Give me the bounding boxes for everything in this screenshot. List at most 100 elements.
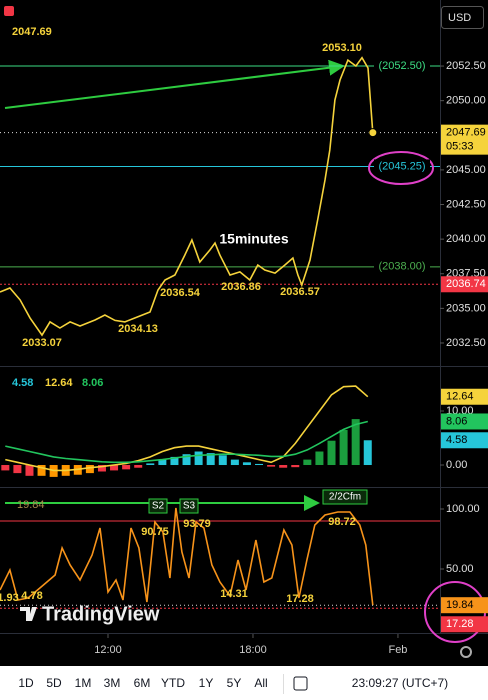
osc-annotation: 17.28	[286, 593, 314, 605]
range-button[interactable]: 6M	[134, 676, 151, 690]
highlight-circle	[368, 151, 434, 185]
histogram-bar	[1, 465, 10, 471]
osc-annotation: 1.93	[0, 592, 19, 604]
watermark: TradingView	[20, 603, 160, 625]
range-button[interactable]: 1Y	[199, 676, 214, 690]
series-line	[0, 507, 374, 606]
range-button[interactable]: 3M	[104, 676, 121, 690]
signal-box	[148, 498, 168, 514]
osc-annotation: 90.75	[141, 526, 169, 538]
y-tick-label: 2035.00	[446, 302, 486, 314]
indicator-value: 12.64	[45, 377, 73, 389]
histogram-bar	[134, 465, 143, 468]
y-tick-label: 0.00	[446, 459, 467, 471]
range-button[interactable]: YTD	[161, 676, 185, 690]
histogram-bar	[218, 455, 227, 466]
axis-value-label: 4.58	[446, 434, 467, 446]
toolbar: 23:09:27 (UTC+7) 1D 5D 1M 3M 6M YTD 1Y 5Y All	[0, 666, 488, 700]
axis-value-label: 12.64	[446, 391, 474, 403]
indicator-value: 4.58	[12, 377, 33, 389]
axis-value-label: 19.84	[446, 599, 474, 611]
axis-value-label-bg	[441, 616, 488, 633]
level-label: (2052.50)	[378, 60, 425, 72]
histogram-bar	[230, 459, 239, 466]
histogram-bar	[267, 465, 276, 467]
countdown: 05:33	[446, 141, 474, 153]
histogram-bar	[182, 454, 191, 466]
level-label: (2045.25)	[378, 160, 425, 172]
currency-button[interactable]	[441, 6, 484, 29]
histogram-bar	[315, 451, 324, 466]
price-annotation: 2033.07	[22, 337, 62, 349]
x-tick-label: 18:00	[239, 644, 267, 656]
current-price-bg	[441, 124, 488, 155]
range-button[interactable]: 5Y	[227, 676, 242, 690]
settings-icon[interactable]	[460, 646, 472, 658]
axis-value-label: 17.28	[446, 618, 474, 630]
axis-value-label: 8.06	[446, 415, 467, 427]
signal-label: S2	[152, 501, 165, 512]
histogram-bar	[158, 459, 167, 466]
price-annotation: 2036.57	[280, 286, 320, 298]
trend-arrow	[4, 59, 345, 109]
x-tick-label: Feb	[388, 644, 407, 656]
y-tick-label: 100.00	[446, 503, 480, 515]
signal-box	[179, 498, 199, 514]
watermark-text: TradingView	[42, 603, 160, 625]
histogram-bar	[339, 429, 348, 466]
currency[interactable]: USD	[448, 12, 471, 24]
histogram-bar	[110, 465, 119, 471]
calendar-icon[interactable]	[293, 676, 308, 691]
range-button[interactable]: All	[254, 676, 267, 690]
histogram-bar	[146, 463, 155, 466]
current-price: 2047.69	[446, 127, 486, 139]
indicator-value: 19.84	[17, 499, 45, 511]
axis-value-label-bg	[441, 388, 488, 405]
range-button[interactable]: 1D	[18, 676, 34, 690]
series-line	[5, 420, 368, 464]
price-annotation: 2053.10	[322, 42, 362, 54]
osc-annotation: 98.72	[328, 516, 356, 528]
histogram-bar	[206, 453, 215, 466]
histogram-bar	[122, 465, 131, 470]
histogram-bar	[37, 465, 46, 476]
y-tick-label: 2040.00	[446, 233, 486, 245]
y-tick-label: 2042.50	[446, 198, 486, 210]
range-button[interactable]: 5D	[46, 676, 62, 690]
axis-value-label-bg	[441, 432, 488, 449]
y-tick-label: 2050.00	[446, 95, 486, 107]
series-line	[0, 56, 374, 337]
y-tick-label: 2045.00	[446, 164, 486, 176]
toolbar-bg	[0, 666, 488, 700]
y-tick-label: 50.00	[446, 563, 474, 575]
last-point	[368, 128, 378, 138]
signal-label: 2/2Cfm	[329, 492, 361, 503]
histogram-bar	[279, 465, 288, 468]
histogram-bar	[97, 465, 106, 472]
y-tick-label: 2052.50	[446, 60, 486, 72]
histogram-bar	[13, 465, 22, 474]
indicator-value: 8.06	[82, 377, 103, 389]
range-button[interactable]: 1M	[75, 676, 92, 690]
histogram-bar	[194, 451, 203, 466]
signal-label: S3	[183, 501, 196, 512]
osc-annotation: 14.31	[220, 588, 248, 600]
histogram-bar	[327, 440, 336, 466]
price-annotation: 2036.54	[160, 287, 201, 299]
signal-box	[322, 489, 368, 505]
x-tick-label: 12:00	[94, 644, 122, 656]
histogram-bar	[351, 419, 360, 466]
level-label-bg	[374, 59, 430, 74]
axis-value-label-bg	[441, 276, 488, 293]
osc-annotation: 4.78	[21, 590, 42, 602]
price-annotation: 2036.86	[221, 281, 261, 293]
y-tick-label: 2032.50	[446, 337, 486, 349]
level-label-bg	[374, 259, 430, 274]
level-label: (2038.00)	[378, 261, 425, 273]
series-line	[5, 385, 369, 472]
symbol-icon[interactable]	[4, 6, 14, 16]
axis-value-label-bg	[441, 413, 488, 430]
axis-value-label-bg	[441, 597, 488, 614]
histogram-bar	[25, 465, 34, 476]
